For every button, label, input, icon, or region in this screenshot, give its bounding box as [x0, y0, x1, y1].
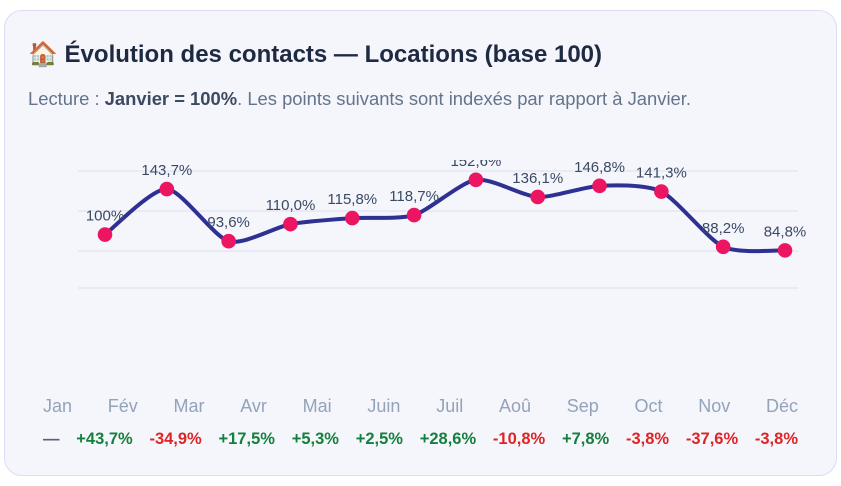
- svg-text:93,6%: 93,6%: [207, 214, 250, 231]
- svg-text:115,8%: 115,8%: [327, 191, 377, 208]
- svg-text:146,8%: 146,8%: [574, 160, 625, 176]
- svg-text:118,7%: 118,7%: [389, 188, 439, 205]
- svg-text:143,7%: 143,7%: [141, 162, 192, 179]
- svg-text:100%: 100%: [86, 208, 124, 225]
- svg-text:141,3%: 141,3%: [636, 165, 687, 182]
- svg-text:110,0%: 110,0%: [266, 197, 316, 214]
- svg-text:88,2%: 88,2%: [702, 220, 745, 237]
- svg-text:136,1%: 136,1%: [512, 170, 563, 187]
- svg-text:84,8%: 84,8%: [764, 223, 807, 240]
- svg-text:152,6%: 152,6%: [450, 160, 501, 170]
